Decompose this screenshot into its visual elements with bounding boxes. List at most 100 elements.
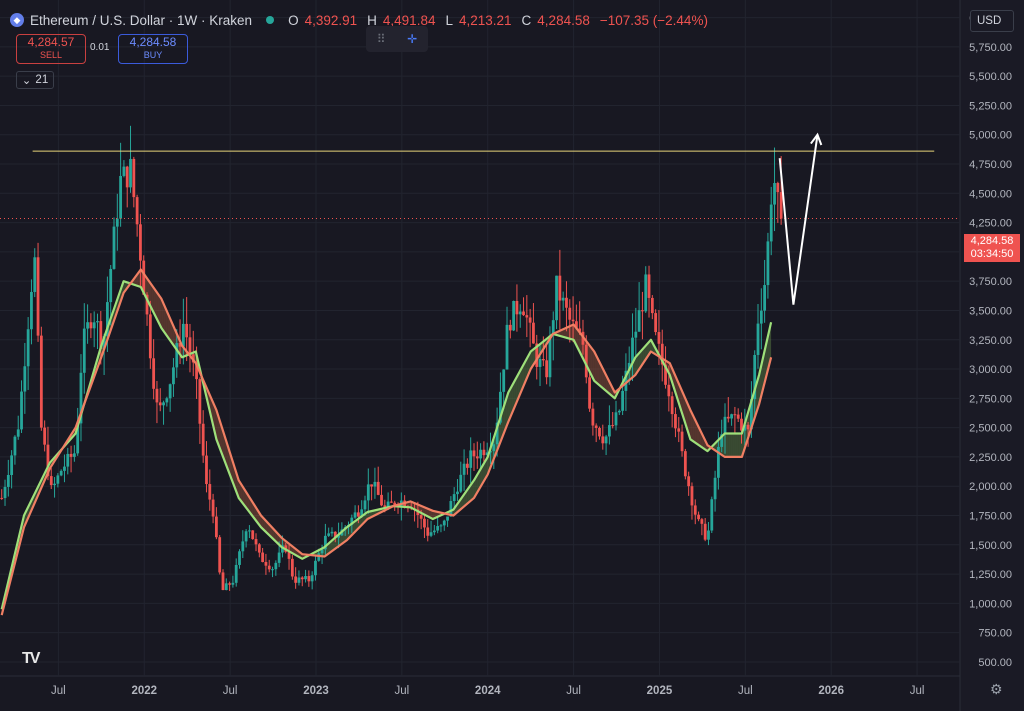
ma-cloud-segment xyxy=(726,433,729,457)
candle-body xyxy=(122,166,126,176)
time-tick-label: 2022 xyxy=(131,685,157,697)
candle-body xyxy=(571,319,575,322)
ma-cloud-segment xyxy=(517,372,520,401)
price-tick-label: 2,000.00 xyxy=(969,481,1012,493)
candle-body xyxy=(383,505,387,508)
candle-body xyxy=(657,332,661,344)
candle-body xyxy=(637,310,641,332)
ma-cloud-segment xyxy=(153,287,156,317)
price-tick-label: 2,500.00 xyxy=(969,423,1012,435)
ma-cloud-segment xyxy=(513,379,516,410)
candle-body xyxy=(300,577,304,580)
candle-body xyxy=(248,530,251,532)
crosshair-icon[interactable]: ✛ xyxy=(407,32,418,46)
time-tick-label: Jul xyxy=(51,685,66,697)
candle-body xyxy=(419,515,423,519)
time-tick-label: 2023 xyxy=(303,685,329,697)
drawing-toolbar[interactable]: ⠿ ✛ xyxy=(366,26,428,52)
last-price-tag: 4,284.58 03:34:50 xyxy=(964,234,1020,262)
candle-body xyxy=(333,531,337,538)
candle-body xyxy=(723,416,727,435)
candle-body xyxy=(452,494,456,502)
ma-cloud-segment xyxy=(594,351,597,383)
candle-body xyxy=(317,553,321,561)
gear-icon[interactable]: ⚙ xyxy=(990,681,1003,697)
ma-cloud-segment xyxy=(430,509,433,519)
last-price: 4,284.58 xyxy=(970,235,1014,247)
candle-body xyxy=(617,410,621,413)
candle-body xyxy=(436,526,440,531)
price-tick-label: 5,750.00 xyxy=(969,42,1012,54)
time-tick-label: Jul xyxy=(223,685,238,697)
candle-body xyxy=(601,436,605,444)
close-value: 4,284.58 xyxy=(537,12,590,28)
candle-body xyxy=(257,544,261,553)
candle-body xyxy=(423,518,426,528)
price-tick-label: 1,250.00 xyxy=(969,569,1012,581)
ma-cloud-segment xyxy=(723,433,725,457)
tradingview-logo: TV xyxy=(22,650,41,667)
low-label: L xyxy=(445,12,453,28)
ma-cloud-segment xyxy=(478,468,481,490)
candle-body xyxy=(664,364,667,385)
candle-body xyxy=(518,311,522,315)
ma-cloud-segment xyxy=(476,472,479,494)
buy-button[interactable]: 4,284.58 BUY xyxy=(118,34,188,64)
candle-body xyxy=(492,444,496,452)
candle-body xyxy=(733,414,737,416)
candle-body xyxy=(750,399,753,430)
time-tick-label: 2026 xyxy=(818,685,844,697)
ma-cloud-segment xyxy=(244,488,246,508)
ethereum-icon: ◆ xyxy=(10,13,24,27)
candle-body xyxy=(363,500,367,510)
projection-arrow xyxy=(778,134,819,305)
candle-body xyxy=(201,423,205,456)
currency-selector[interactable]: USD xyxy=(970,10,1014,32)
candle-body xyxy=(294,576,298,583)
ma-cloud-segment xyxy=(728,433,731,457)
candle-body xyxy=(766,241,770,286)
price-axis-panel xyxy=(960,0,1024,711)
indicators-toggle[interactable]: ⌄ 21 xyxy=(16,71,54,89)
ma-cloud-segment xyxy=(511,383,514,415)
candle-body xyxy=(700,519,704,524)
candle-body xyxy=(251,530,255,540)
candle-body xyxy=(386,501,390,508)
candle-body xyxy=(720,434,724,447)
candle-body xyxy=(432,530,436,533)
ma-cloud-segment xyxy=(217,412,220,447)
candle-body xyxy=(125,166,129,188)
drag-handle-icon[interactable]: ⠿ xyxy=(376,32,386,46)
price-tick-label: 4,250.00 xyxy=(969,218,1012,230)
sell-button[interactable]: 4,284.57 SELL xyxy=(16,34,86,64)
candle-body xyxy=(195,362,198,380)
candle-body xyxy=(172,367,175,385)
candle-body xyxy=(746,424,750,430)
candle-body xyxy=(66,453,70,467)
candle-body xyxy=(152,358,156,389)
candle-body xyxy=(112,226,116,269)
ma-cloud-segment xyxy=(642,347,645,365)
candle-body xyxy=(132,158,136,198)
ma-cloud-segment xyxy=(151,284,154,313)
candle-body xyxy=(63,466,66,471)
candle-body xyxy=(135,197,139,225)
candle-body xyxy=(224,583,228,591)
candle-body xyxy=(607,425,611,437)
candle-body xyxy=(555,275,558,321)
ma-cloud-segment xyxy=(472,478,475,499)
candle-body xyxy=(39,335,43,428)
ma-cloud-segment xyxy=(590,346,593,377)
candle-body xyxy=(0,497,4,499)
ma-cloud-segment xyxy=(155,290,158,321)
ma-cloud-segment xyxy=(167,311,170,339)
price-tick-label: 1,500.00 xyxy=(969,540,1012,552)
candle-body xyxy=(360,509,364,517)
price-tick-label: 3,750.00 xyxy=(969,276,1012,288)
candle-body xyxy=(756,323,760,355)
candle-body xyxy=(528,317,532,323)
symbol-title[interactable]: Ethereum / U.S. Dollar · 1W · Kraken xyxy=(30,12,253,28)
candle-body xyxy=(647,274,651,298)
